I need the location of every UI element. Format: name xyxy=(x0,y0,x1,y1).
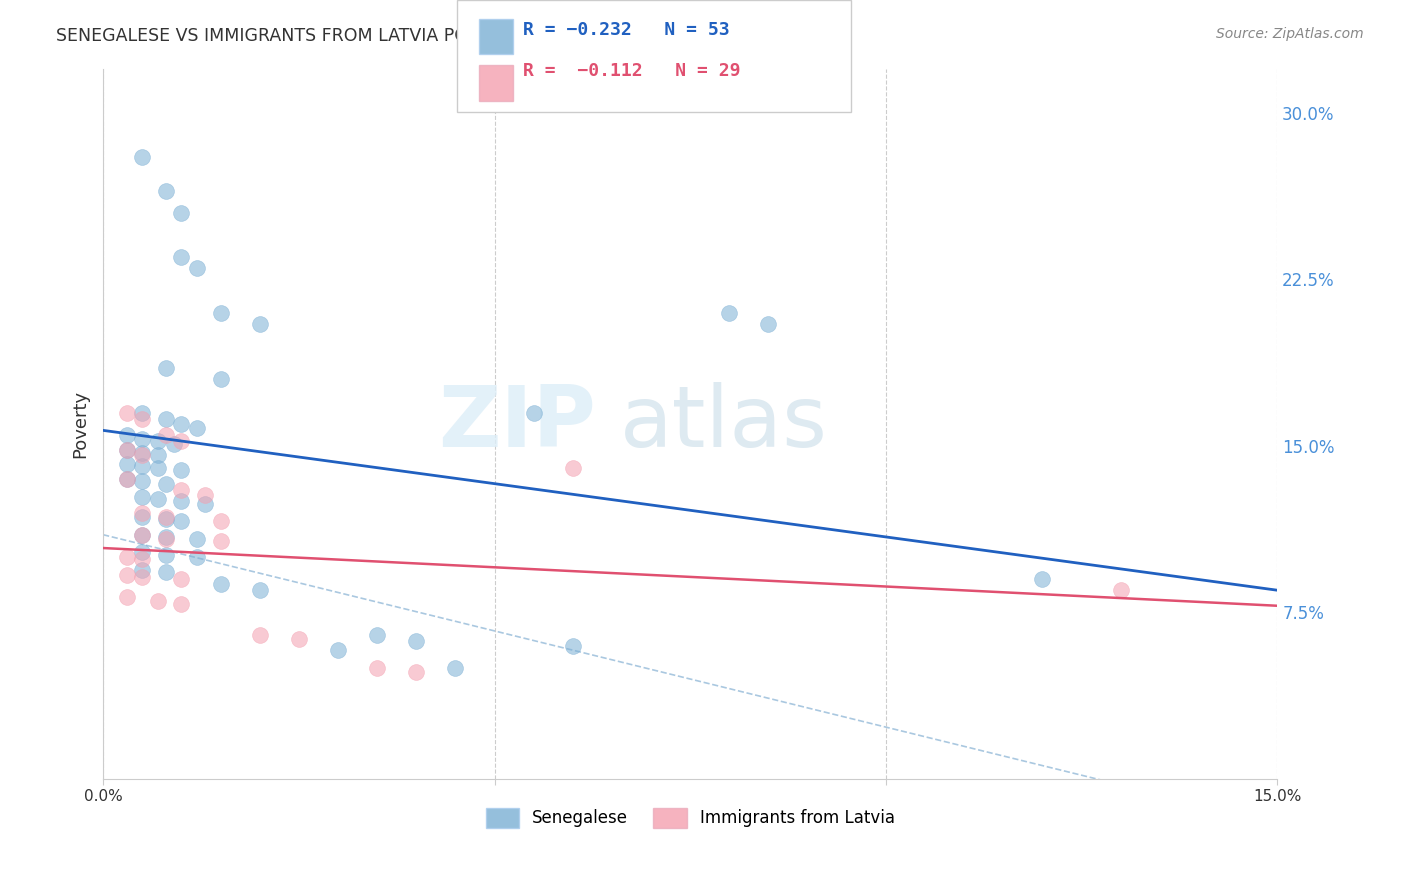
Point xyxy=(155,361,177,376)
Point xyxy=(170,434,193,449)
Point xyxy=(186,261,208,276)
Point xyxy=(115,472,138,486)
Text: SENEGALESE VS IMMIGRANTS FROM LATVIA POVERTY CORRELATION CHART: SENEGALESE VS IMMIGRANTS FROM LATVIA POV… xyxy=(56,27,717,45)
Point xyxy=(170,572,193,586)
Point xyxy=(1109,583,1132,598)
Text: R =  −0.112   N = 29: R = −0.112 N = 29 xyxy=(523,62,741,80)
Point xyxy=(155,476,177,491)
Point xyxy=(115,549,138,564)
Point xyxy=(170,206,193,220)
Point xyxy=(115,406,138,420)
Point xyxy=(170,494,193,508)
Point xyxy=(162,436,184,450)
Point xyxy=(326,643,349,657)
Point xyxy=(249,317,271,331)
Point xyxy=(209,515,232,529)
Point xyxy=(155,184,177,198)
Point xyxy=(194,488,217,502)
Point xyxy=(131,475,153,489)
Point xyxy=(131,150,153,164)
Point xyxy=(209,306,232,320)
Point xyxy=(131,490,153,504)
Point xyxy=(131,432,153,446)
Point xyxy=(170,483,193,498)
Point xyxy=(155,532,177,546)
Point xyxy=(186,532,208,546)
Point xyxy=(131,445,153,459)
Point xyxy=(155,512,177,526)
Point xyxy=(155,510,177,524)
Point xyxy=(146,461,169,475)
Point xyxy=(131,527,153,541)
Point xyxy=(115,443,138,458)
Point xyxy=(146,594,169,608)
Point xyxy=(444,661,467,675)
Point xyxy=(170,463,193,477)
Point xyxy=(155,548,177,562)
Point xyxy=(561,461,583,475)
Point xyxy=(170,250,193,264)
Point xyxy=(155,566,177,580)
Point xyxy=(170,597,193,611)
Point xyxy=(115,457,138,471)
Point xyxy=(194,497,217,511)
Point xyxy=(155,530,177,544)
Point xyxy=(170,417,193,431)
Point xyxy=(249,627,271,641)
Point xyxy=(1031,572,1053,586)
Text: atlas: atlas xyxy=(620,382,828,466)
Text: Source: ZipAtlas.com: Source: ZipAtlas.com xyxy=(1216,27,1364,41)
Text: ZIP: ZIP xyxy=(439,382,596,466)
Point xyxy=(155,412,177,426)
Point xyxy=(115,472,138,486)
Point xyxy=(523,406,546,420)
Point xyxy=(366,661,388,675)
Point xyxy=(170,515,193,529)
Point xyxy=(146,448,169,462)
Point xyxy=(405,665,427,680)
Point xyxy=(131,412,153,426)
Point xyxy=(131,510,153,524)
Point xyxy=(209,534,232,549)
Point xyxy=(131,552,153,566)
Point xyxy=(186,421,208,435)
Y-axis label: Poverty: Poverty xyxy=(72,390,89,458)
Point xyxy=(115,590,138,604)
Point xyxy=(131,527,153,541)
Point xyxy=(115,443,138,458)
Point xyxy=(146,492,169,507)
Point xyxy=(131,570,153,584)
Point xyxy=(758,317,780,331)
Point xyxy=(131,448,153,462)
Point xyxy=(209,372,232,386)
Point xyxy=(131,563,153,577)
Point xyxy=(405,634,427,648)
Point xyxy=(146,434,169,449)
Point xyxy=(131,458,153,473)
Point xyxy=(115,567,138,582)
Point xyxy=(155,427,177,442)
Legend: Senegalese, Immigrants from Latvia: Senegalese, Immigrants from Latvia xyxy=(479,801,901,835)
Point xyxy=(366,627,388,641)
Point xyxy=(186,549,208,564)
Point xyxy=(288,632,311,646)
Point xyxy=(115,427,138,442)
Point xyxy=(561,639,583,653)
Text: R = −0.232   N = 53: R = −0.232 N = 53 xyxy=(523,21,730,38)
Point xyxy=(131,506,153,520)
Point xyxy=(131,406,153,420)
Point xyxy=(718,306,741,320)
Point xyxy=(131,545,153,559)
Point xyxy=(249,583,271,598)
Point xyxy=(209,576,232,591)
